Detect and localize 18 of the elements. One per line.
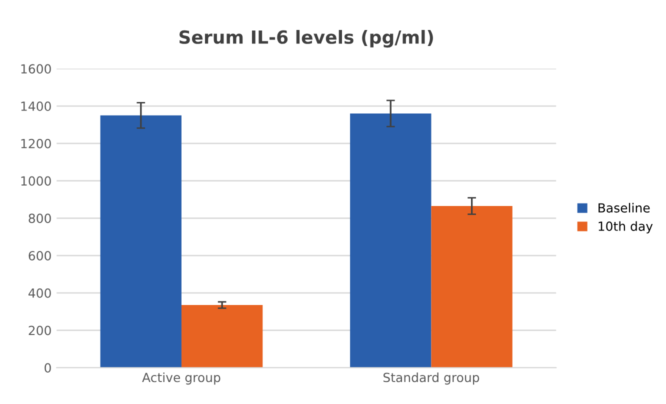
bar: [350, 114, 432, 368]
y-tick-label: 600: [28, 251, 51, 260]
bar: [100, 115, 182, 368]
bar: [181, 305, 263, 368]
y-tick-label: 0: [44, 363, 51, 373]
y-tick-label: 800: [28, 214, 51, 224]
chart-title: Serum IL-6 levels (pg/ml): [180, 30, 433, 48]
legend-label: 10th day: [598, 221, 653, 234]
y-tick-label: 1200: [21, 138, 51, 148]
x-tick-label: Standard group: [383, 372, 480, 385]
bar: [431, 206, 512, 368]
y-tick-label: 1600: [21, 64, 51, 74]
legend-label: Baseline: [598, 202, 650, 213]
y-tick-label: 1000: [21, 176, 51, 186]
y-tick-label: 200: [28, 326, 51, 336]
x-tick-label: Active group: [142, 372, 220, 385]
y-tick-label: 1400: [21, 102, 51, 111]
y-tick-label: 400: [28, 288, 51, 298]
